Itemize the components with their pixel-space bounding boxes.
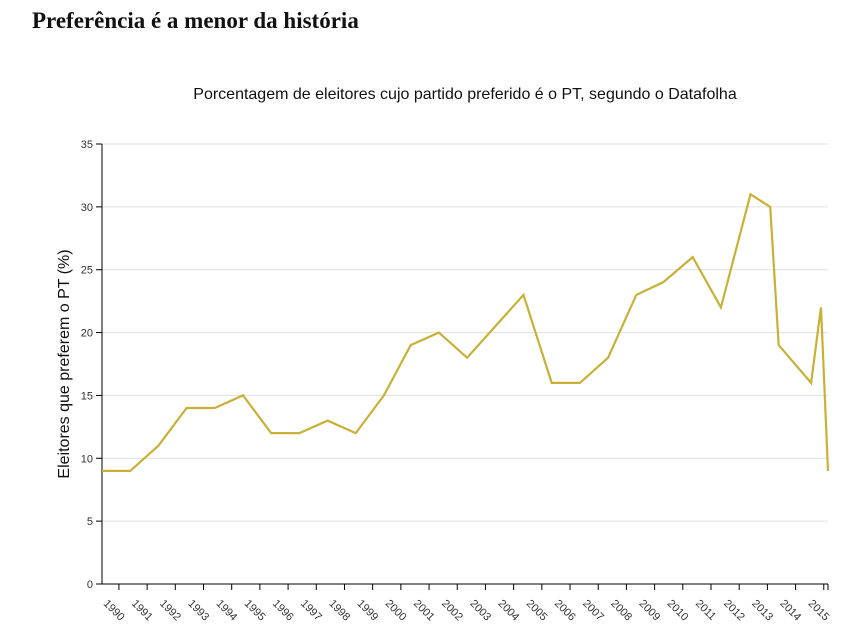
x-tick-label: 2000: [383, 598, 409, 624]
x-tick-label: 2005: [524, 598, 550, 624]
y-axis-label: Eleitores que preferem o PT (%): [56, 249, 73, 478]
x-tick-label: 2006: [552, 598, 578, 624]
x-tick-label: 1991: [129, 598, 155, 624]
x-tick-label: 2011: [693, 598, 718, 623]
x-tick-label: 2010: [665, 598, 691, 624]
x-axis: 1990 1991 1992 1993 1994 1995 1996 1997 1998 1999…: [101, 583, 832, 624]
y-tick-label: 15: [81, 390, 93, 402]
series-line-pt: [102, 192, 830, 472]
x-tick-label: 1994: [214, 598, 240, 624]
x-tick-label: 1993: [185, 598, 211, 624]
y-tick-label: 20: [81, 328, 93, 340]
y-tick-label: 10: [81, 453, 93, 465]
y-tick-label: 35: [81, 139, 93, 151]
y-tick-label: 5: [87, 516, 93, 528]
chart-title: Porcentagem de eleitores cujo partido pr…: [193, 86, 737, 103]
x-tick-label: 2004: [496, 598, 522, 624]
x-tick-label: 1996: [270, 598, 296, 624]
x-tick-label: 1992: [157, 598, 183, 624]
x-tick-label: 2009: [636, 598, 662, 624]
x-tick-label: 1990: [101, 598, 127, 624]
x-tick-label: 2003: [467, 598, 493, 624]
x-tick-label: 2008: [608, 598, 634, 624]
y-tick-label: 30: [81, 202, 93, 214]
x-tick-label: 2001: [411, 598, 437, 624]
gridlines: [102, 143, 828, 522]
x-tick-label: 1997: [298, 598, 324, 624]
x-tick-label: 1998: [326, 598, 352, 624]
y-axis: 0 5 10 15 20 25 30 35: [81, 139, 103, 591]
headline: Preferência é a menor da história: [32, 8, 359, 33]
x-tick-label: 2002: [439, 598, 465, 624]
x-tick-label: 2015: [806, 598, 832, 624]
series-layer: [101, 192, 830, 472]
x-tick-label: 2014: [777, 598, 803, 624]
x-tick-label: 1999: [355, 598, 381, 624]
y-tick-label: 25: [81, 265, 93, 277]
x-tick-label: 2013: [749, 598, 775, 624]
x-tick-label: 1995: [242, 598, 268, 624]
y-tick-label: 0: [87, 579, 93, 591]
x-tick-label: 2007: [580, 598, 606, 624]
x-tick-label: 2012: [721, 598, 747, 624]
